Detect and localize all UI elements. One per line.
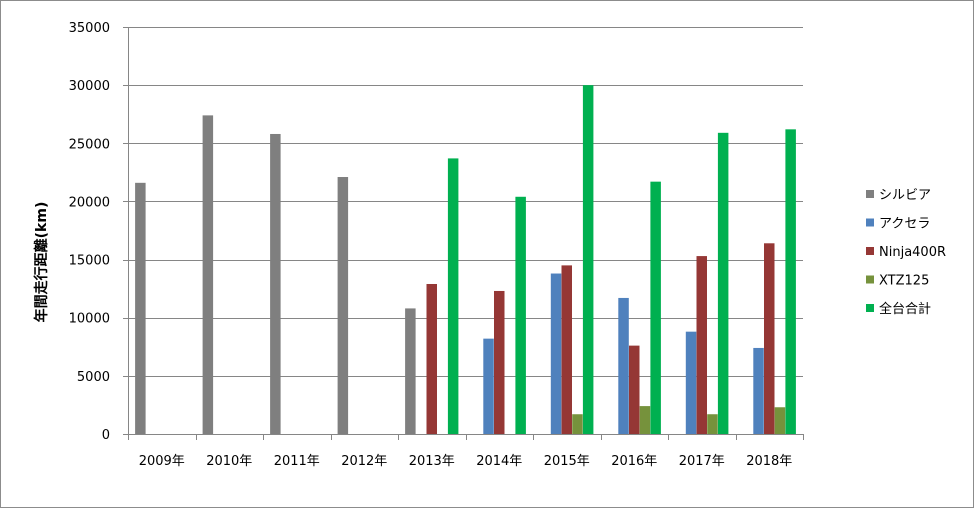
bar (483, 338, 494, 434)
bar (785, 129, 796, 434)
y-tick-label: 0 (102, 428, 110, 443)
bar (202, 115, 214, 435)
y-tick-label: 35000 (69, 21, 110, 36)
legend-swatch (866, 190, 874, 198)
legend-swatch (866, 304, 874, 312)
bar (618, 297, 629, 434)
bar (561, 265, 572, 434)
y-tick-label: 30000 (69, 79, 110, 94)
legend-label: アクセラ (879, 217, 930, 232)
y-axis: 0 5000 10000 15000 20000 25000 30000 35000 (69, 21, 129, 443)
bar (685, 331, 697, 434)
x-tick-label: 2018年 (746, 454, 792, 469)
bar (515, 196, 526, 434)
bar (270, 133, 281, 435)
legend-swatch (866, 275, 874, 284)
bar (650, 181, 661, 434)
legend-label: シルビア (879, 188, 931, 203)
x-tick-label: 2009年 (139, 454, 185, 469)
bar (639, 406, 651, 434)
legend-swatch (866, 218, 874, 227)
y-tick-label: 20000 (69, 195, 110, 210)
x-tick-label: 2015年 (544, 454, 590, 469)
y-tick-label: 5000 (77, 370, 110, 385)
bar (707, 414, 718, 434)
bars (135, 85, 796, 435)
bar (426, 283, 437, 434)
legend-label: Ninja400R (879, 245, 946, 260)
bar (494, 290, 505, 434)
bar (447, 158, 459, 434)
x-tick-label: 2011年 (274, 454, 320, 469)
x-tick-label: 2014年 (476, 454, 522, 469)
bar (135, 182, 146, 434)
x-tick-label: 2017年 (679, 454, 725, 469)
bar (572, 414, 583, 434)
x-tick-label: 2013年 (409, 454, 455, 469)
bar (717, 132, 729, 434)
bar (582, 85, 594, 435)
y-tick-label: 25000 (69, 137, 110, 152)
x-tick-label: 2012年 (341, 454, 387, 469)
y-tick-label: 15000 (69, 254, 110, 269)
bar (696, 256, 707, 434)
legend-label: 全台合計 (879, 301, 931, 317)
x-tick-label: 2010年 (206, 454, 252, 469)
bar (764, 243, 775, 434)
bar (753, 347, 764, 434)
x-tick-label: 2016年 (611, 454, 657, 469)
legend-swatch (866, 247, 874, 255)
x-axis: 2009年 2010年 2011年 2012年 2013年 2014年 2015年 2016年… (128, 434, 804, 469)
legend-label: XTZ125 (879, 274, 929, 289)
y-tick-label: 10000 (69, 312, 110, 327)
y-axis-title: 年間走行距離(km) (33, 202, 50, 323)
bar (774, 407, 786, 434)
bar (629, 345, 640, 434)
bar (337, 177, 349, 434)
bar (550, 273, 562, 434)
bar (405, 308, 416, 434)
